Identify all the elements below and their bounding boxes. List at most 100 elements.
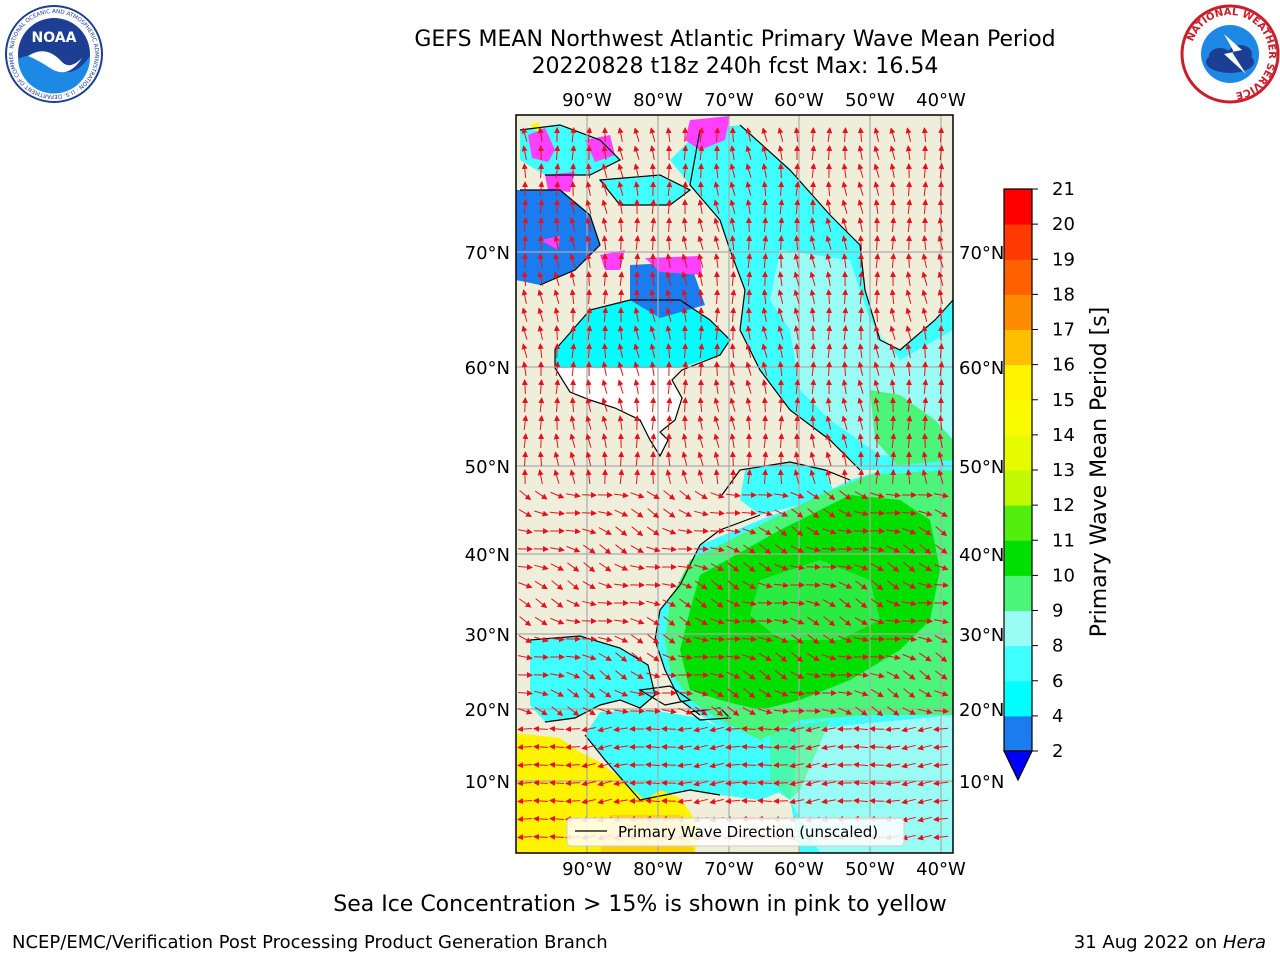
wave-arrow	[874, 271, 881, 287]
wave-arrow	[885, 798, 901, 805]
wave-arrow	[805, 708, 821, 715]
wave-arrow	[681, 271, 688, 286]
wave-arrow	[743, 670, 756, 680]
wave-arrow	[517, 762, 533, 769]
wave-arrow	[714, 289, 721, 305]
lat-label-left: 30°N	[465, 625, 510, 646]
wave-arrow	[806, 490, 820, 500]
wave-arrow	[854, 617, 868, 625]
wave-arrow	[570, 325, 577, 341]
wave-arrow	[725, 762, 741, 769]
wave-arrow	[698, 343, 705, 358]
wave-arrow	[650, 451, 657, 467]
wave-arrow	[778, 397, 785, 413]
wave-arrow	[633, 289, 640, 305]
wave-arrow	[650, 397, 657, 413]
wave-arrow	[917, 834, 932, 841]
wave-arrow	[757, 779, 773, 786]
wave-arrow	[746, 451, 753, 467]
wave-arrow	[922, 379, 929, 395]
wave-arrow	[857, 217, 864, 232]
wave-arrow	[917, 780, 932, 787]
wave-arrow	[758, 510, 773, 517]
wave-arrow	[761, 289, 768, 305]
wave-arrow	[665, 469, 672, 484]
wave-arrow	[614, 563, 629, 571]
wave-arrow	[649, 271, 656, 286]
wave-arrow	[789, 600, 805, 607]
wave-arrow	[937, 433, 944, 448]
wave-arrow	[666, 181, 673, 196]
noaa-logo: NATIONAL OCEANIC AND ATMOSPHERIC ADMINIS…	[4, 4, 103, 103]
wave-arrow	[518, 635, 532, 643]
colorbar-tick-label: 11	[1052, 530, 1075, 551]
colorbar-tick-label: 8	[1052, 636, 1063, 657]
wave-arrow	[663, 508, 676, 518]
lon-label-top: 70°W	[704, 90, 754, 111]
wave-arrow	[693, 744, 708, 751]
wave-arrow	[681, 415, 688, 431]
wave-arrow	[885, 762, 901, 769]
wave-arrow	[601, 397, 608, 412]
wave-arrow	[537, 235, 544, 251]
wave-arrow	[585, 379, 592, 394]
wave-arrow	[745, 127, 752, 142]
wave-arrow	[745, 397, 752, 412]
wave-arrow	[570, 361, 577, 377]
wave-arrow	[601, 145, 608, 160]
wave-arrow	[746, 271, 753, 287]
wave-arrow	[746, 253, 753, 269]
wave-arrow	[650, 415, 657, 431]
wave-arrow	[842, 289, 849, 305]
wave-arrow	[601, 415, 608, 430]
wave-arrow	[713, 415, 720, 430]
wave-arrow	[791, 634, 804, 644]
wave-arrow	[697, 271, 704, 286]
wave-arrow	[839, 490, 852, 500]
wave-arrow	[777, 469, 784, 485]
wave-arrow	[774, 689, 789, 697]
wave-arrow	[729, 415, 736, 430]
wave-arrow	[809, 307, 816, 322]
wave-arrow	[793, 271, 800, 286]
wave-arrow	[806, 672, 821, 679]
wave-arrow	[710, 546, 725, 553]
wave-arrow	[921, 235, 928, 251]
wave-arrow	[714, 343, 721, 359]
wave-arrow	[841, 451, 848, 466]
lat-label-left: 10°N	[465, 772, 510, 793]
wave-arrow	[905, 343, 912, 358]
wave-arrow	[906, 217, 913, 233]
wave-arrow	[694, 690, 709, 697]
wave-arrow	[873, 145, 880, 160]
wave-arrow	[793, 451, 800, 466]
wave-arrow	[634, 235, 641, 250]
wave-arrow	[581, 726, 596, 733]
wave-arrow	[871, 706, 884, 717]
wave-arrow	[585, 163, 592, 179]
wave-arrow	[710, 672, 725, 679]
wave-arrow	[730, 469, 737, 485]
wave-arrow	[570, 163, 577, 179]
wave-arrow	[713, 235, 720, 250]
wave-arrow	[586, 325, 593, 341]
wave-arrow	[617, 181, 624, 196]
wave-arrow	[693, 546, 709, 553]
wave-arrow	[826, 145, 833, 161]
wave-arrow	[582, 706, 596, 716]
wave-arrow	[582, 654, 597, 661]
wave-arrow	[741, 779, 757, 786]
wave-arrow	[778, 235, 785, 251]
wave-arrow	[551, 580, 564, 591]
wave-arrow	[809, 253, 816, 268]
wave-arrow	[726, 671, 741, 679]
wave-arrow	[729, 181, 736, 196]
wave-arrow	[549, 833, 565, 840]
wave-arrow	[901, 780, 916, 787]
wave-arrow	[777, 361, 784, 377]
wave-arrow	[666, 217, 673, 233]
wave-arrow	[581, 798, 596, 805]
wave-arrow	[565, 762, 581, 769]
wave-arrow	[919, 544, 932, 555]
wave-arrow	[937, 217, 944, 232]
